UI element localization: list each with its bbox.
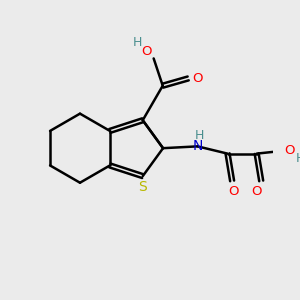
Text: O: O bbox=[192, 72, 202, 85]
Text: O: O bbox=[251, 185, 262, 198]
Text: O: O bbox=[141, 45, 152, 58]
Text: N: N bbox=[192, 140, 203, 153]
Text: H: H bbox=[133, 36, 142, 49]
Text: S: S bbox=[138, 180, 147, 194]
Text: O: O bbox=[229, 185, 239, 198]
Text: H: H bbox=[296, 152, 300, 165]
Text: H: H bbox=[195, 129, 204, 142]
Text: O: O bbox=[284, 144, 295, 158]
